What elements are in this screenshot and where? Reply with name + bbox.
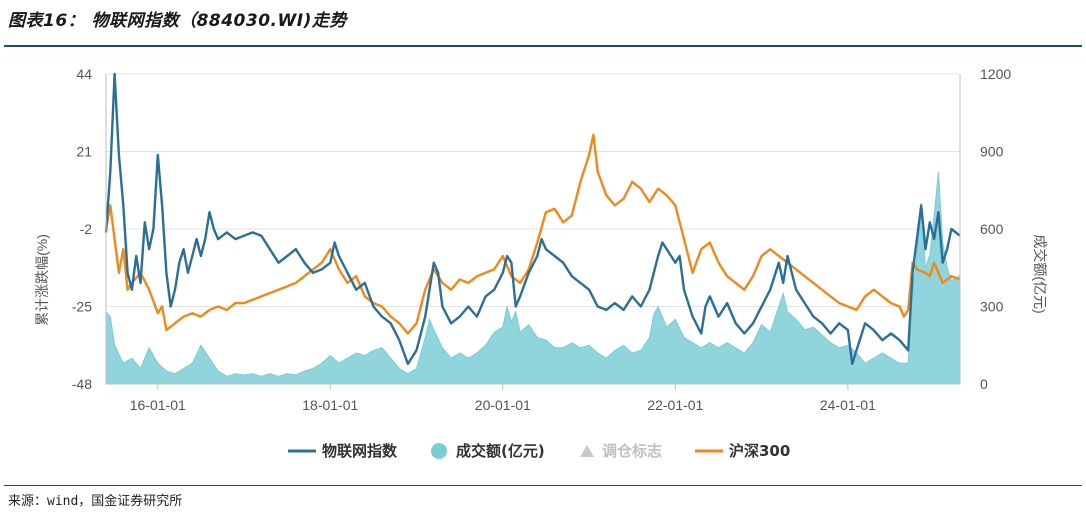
volume-area — [105, 172, 961, 385]
circle-swatch-icon — [431, 442, 447, 459]
left-tick-label: -2 — [80, 221, 93, 237]
hs300-line — [104, 133, 961, 335]
line-swatch-icon — [695, 449, 723, 452]
legend-rebalance-marker[interactable]: 调仓标志 — [580, 440, 662, 461]
chart-axes: 44 1200 21 900 -2 600 -25 300 -48 0 16-01-01 18-01-… — [72, 66, 1012, 413]
right-tick-label: 900 — [980, 144, 1004, 160]
left-tick-label: 44 — [76, 66, 92, 82]
triangle-swatch-icon — [580, 444, 594, 457]
iot-index-line — [104, 72, 961, 365]
top-divider — [4, 45, 1082, 47]
right-tick-label: 1200 — [980, 66, 1011, 82]
legend-label: 成交额(亿元) — [456, 442, 545, 460]
chart-grid — [106, 73, 960, 307]
legend-iot-index[interactable]: 物联网指数 — [288, 440, 397, 461]
left-tick-label: -25 — [72, 299, 92, 315]
right-tick-label: 0 — [980, 376, 988, 392]
right-tick-label: 600 — [980, 221, 1004, 237]
legend-label: 沪深300 — [729, 442, 791, 460]
legend-label: 物联网指数 — [322, 442, 398, 460]
x-tick-label: 22-01-01 — [647, 397, 703, 413]
x-tick-label: 24-01-01 — [820, 397, 876, 413]
right-axis-label: 成交额(亿元) — [1032, 234, 1048, 313]
left-axis-label: 累计涨跌幅(%) — [34, 234, 50, 326]
right-tick-label: 300 — [980, 299, 1004, 315]
x-tick-label: 20-01-01 — [475, 397, 531, 413]
x-tick-label: 16-01-01 — [130, 397, 186, 413]
line-swatch-icon — [288, 449, 316, 452]
left-tick-label: 21 — [76, 144, 92, 160]
legend-label: 调仓标志 — [602, 442, 663, 460]
line-chart: 44 1200 21 900 -2 600 -25 300 -48 0 16-01-01 18-01-… — [34, 66, 1048, 413]
x-tick-label: 18-01-01 — [302, 397, 358, 413]
source-note: 来源：wind，国金证券研究所 — [8, 494, 183, 509]
bottom-divider — [4, 485, 1082, 486]
left-tick-label: -48 — [72, 376, 92, 392]
chart-plot-area — [104, 72, 961, 385]
figure-title: 图表16： 物联网指数（884030.WI)走势 — [8, 11, 347, 31]
legend-volume[interactable]: 成交额(亿元) — [430, 440, 545, 461]
legend-hs300[interactable]: 沪深300 — [695, 440, 790, 461]
